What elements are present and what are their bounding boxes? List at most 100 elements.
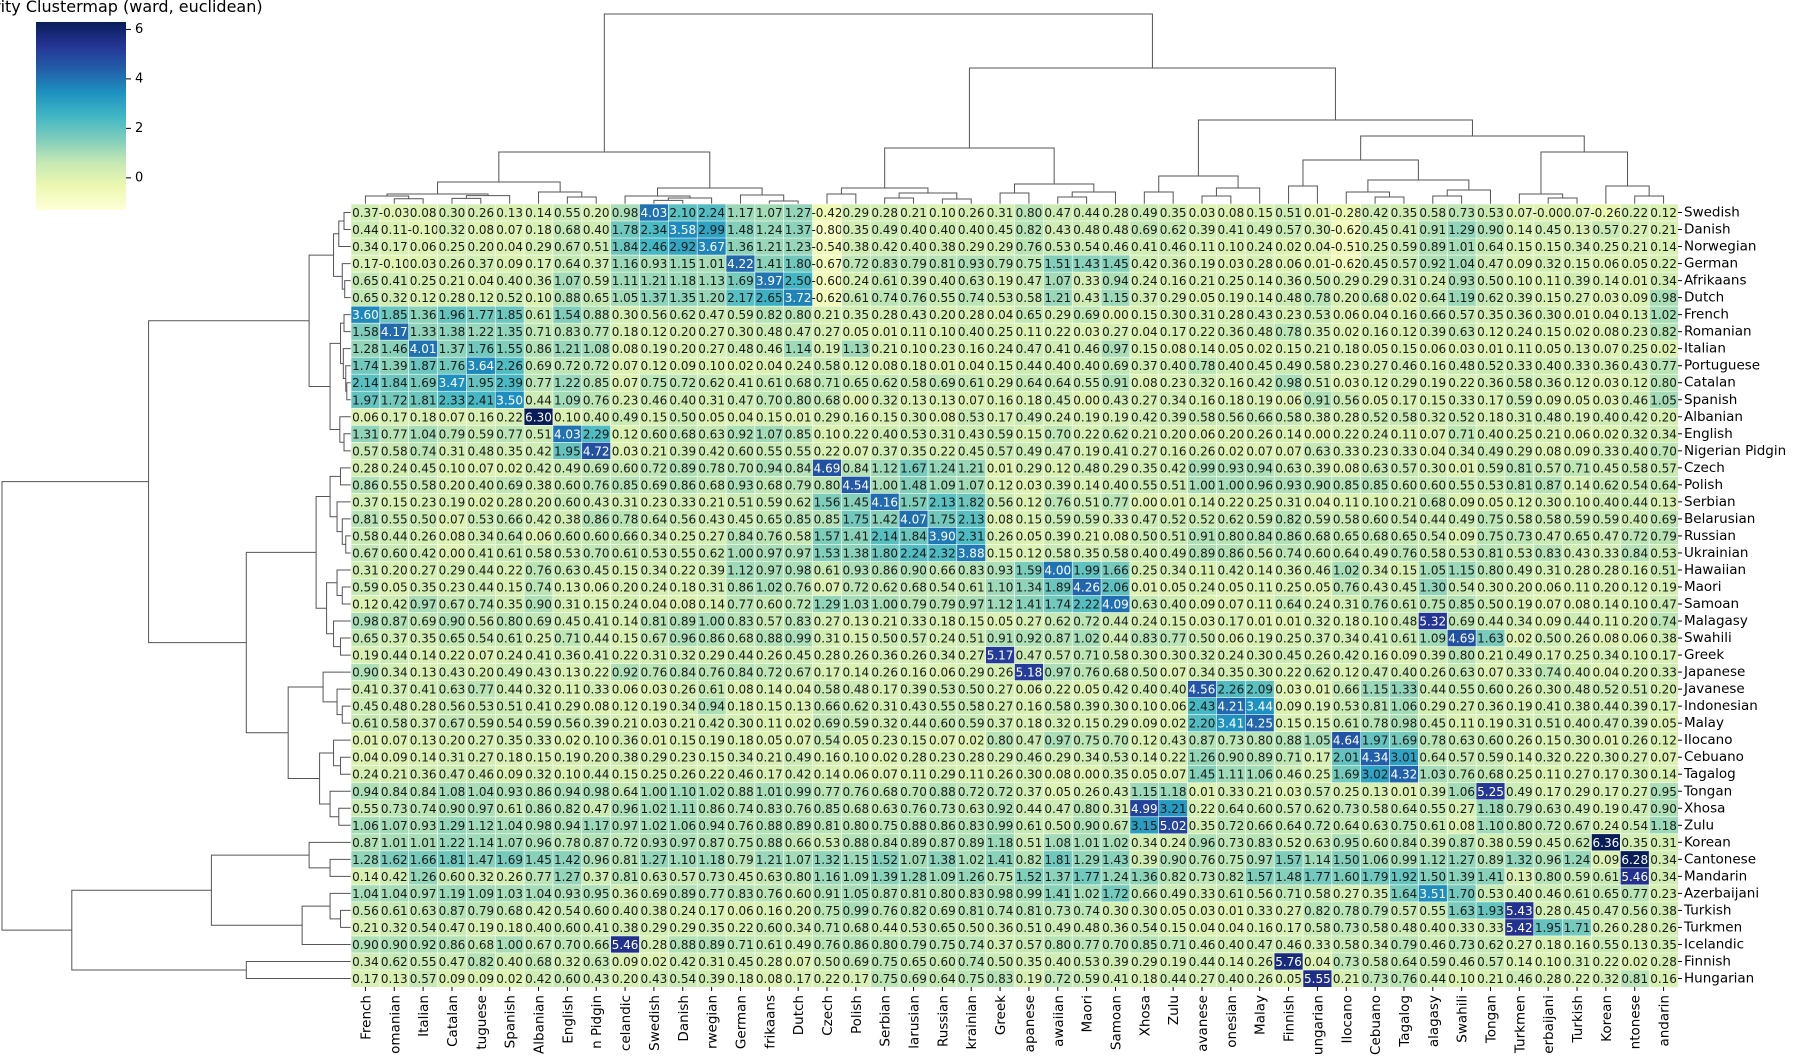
cell-value: 0.14 [1189, 495, 1216, 509]
cell-value: 1.37 [1044, 870, 1071, 884]
cell-value: 0.01 [641, 734, 668, 748]
cell-value: 0.45 [583, 563, 610, 577]
row-label: Ilocano [1684, 732, 1733, 748]
cell-value: 0.63 [1362, 819, 1389, 833]
cell-value: 0.15 [1073, 717, 1100, 731]
cell-value: 0.35 [698, 921, 725, 935]
cell-value: 0.17 [1593, 768, 1620, 782]
cell-value: 0.35 [1189, 819, 1216, 833]
cell-value: 0.21 [1073, 529, 1100, 543]
cell-value: 0.09 [1275, 700, 1302, 714]
cell-value: 0.06 [929, 666, 956, 680]
cell-value: 0.61 [1391, 632, 1418, 646]
cell-value: 0.55 [1419, 904, 1446, 918]
cell-value: 0.71 [1073, 649, 1100, 663]
cell-value: 0.24 [987, 342, 1014, 356]
cell-value: 0.80 [785, 308, 812, 322]
cell-value: 0.73 [1217, 734, 1244, 748]
cell-value: 0.60 [1362, 512, 1389, 526]
cell-value: 0.89 [669, 461, 696, 475]
cell-value: 0.67 [641, 632, 668, 646]
cell-value: 1.81 [439, 853, 466, 867]
cell-value: 0.56 [1246, 546, 1273, 560]
cell-value: 0.02 [1564, 325, 1591, 339]
cell-value: 0.10 [1448, 972, 1475, 986]
cell-value: 0.25 [1506, 427, 1533, 441]
cell-value: 0.58 [1362, 955, 1389, 969]
cell-value: 0.36 [1593, 359, 1620, 373]
cell-value: 0.48 [381, 700, 408, 714]
cell-value: 0.15 [1246, 206, 1273, 220]
cell-value: 0.27 [1275, 904, 1302, 918]
cell-value: 0.04 [1217, 921, 1244, 935]
cell-value: 0.77 [525, 376, 552, 390]
cell-value: 0.80 [842, 819, 869, 833]
cell-value: 0.95 [583, 887, 610, 901]
cell-value: 1.24 [929, 461, 956, 475]
cell-value: 0.14 [1217, 955, 1244, 969]
cell-value: 0.44 [496, 683, 523, 697]
cell-value: 0.16 [1246, 921, 1273, 935]
cell-value: 1.18 [987, 836, 1014, 850]
cell-value: 0.88 [727, 785, 754, 799]
cell-value: 4.01 [410, 342, 437, 356]
cell-value: 0.02 [1650, 342, 1677, 356]
cell-value: 0.67 [554, 240, 581, 254]
cell-value: 0.40 [871, 427, 898, 441]
cell-value: 2.01 [1333, 751, 1360, 765]
cell-value: 0.02 [1506, 632, 1533, 646]
cell-value: 0.93 [554, 887, 581, 901]
cell-value: 0.05 [698, 410, 725, 424]
cell-value: 1.81 [1044, 853, 1071, 867]
cell-value: 0.47 [1477, 257, 1504, 271]
cell-value: 0.32 [1044, 717, 1071, 731]
cell-value: 0.24 [1304, 598, 1331, 612]
cell-value: 2.24 [900, 546, 927, 560]
cell-value: 1.50 [1419, 870, 1446, 884]
column-label: French [358, 995, 374, 1040]
cell-value: 0.63 [641, 870, 668, 884]
cell-value: 0.25 [1217, 274, 1244, 288]
cell-value: 0.06 [1333, 308, 1360, 322]
cell-value: 1.72 [1102, 887, 1129, 901]
cell-value: 0.40 [929, 223, 956, 237]
column-label: English [560, 995, 576, 1044]
cell-value: 0.90 [1650, 802, 1677, 816]
cell-value: 0.29 [698, 649, 725, 663]
cell-value: 1.18 [669, 274, 696, 288]
cell-value: 0.48 [1073, 223, 1100, 237]
cell-value: 0.04 [987, 308, 1014, 322]
cell-value: 0.68 [554, 223, 581, 237]
cell-value: 0.26 [958, 206, 985, 220]
cell-value: 3.41 [1217, 717, 1244, 731]
cell-value: 0.50 [1044, 819, 1071, 833]
cell-value: 0.08 [612, 342, 639, 356]
cell-value: 0.42 [871, 240, 898, 254]
cell-value: 0.50 [1189, 632, 1216, 646]
cell-value: 0.90 [525, 598, 552, 612]
cell-value: 0.27 [1102, 325, 1129, 339]
cell-value: 0.03 [641, 717, 668, 731]
cell-value: 0.49 [1246, 223, 1273, 237]
cell-value: 1.54 [554, 308, 581, 322]
cell-value: 0.08 [1217, 206, 1244, 220]
cell-value: 0.15 [1535, 291, 1562, 305]
cell-value: 1.29 [439, 819, 466, 833]
cell-value: 0.42 [698, 444, 725, 458]
cell-value: 0.42 [525, 444, 552, 458]
cell-value: 5.46 [612, 938, 639, 952]
cell-value: 0.57 [900, 632, 927, 646]
cell-value: 0.07 [814, 580, 841, 594]
cell-value: 0.35 [1073, 546, 1100, 560]
cell-value: 0.08 [756, 972, 783, 986]
cell-value: 0.40 [1593, 495, 1620, 509]
cell-value: 0.52 [1593, 683, 1620, 697]
cell-value: 0.14 [1189, 342, 1216, 356]
cell-value: 0.30 [900, 410, 927, 424]
cell-value: 1.55 [496, 342, 523, 356]
cell-value: 0.64 [1650, 478, 1677, 492]
cell-value: 4.99 [1131, 802, 1158, 816]
cell-value: 1.04 [410, 427, 437, 441]
cell-value: 0.68 [698, 478, 725, 492]
